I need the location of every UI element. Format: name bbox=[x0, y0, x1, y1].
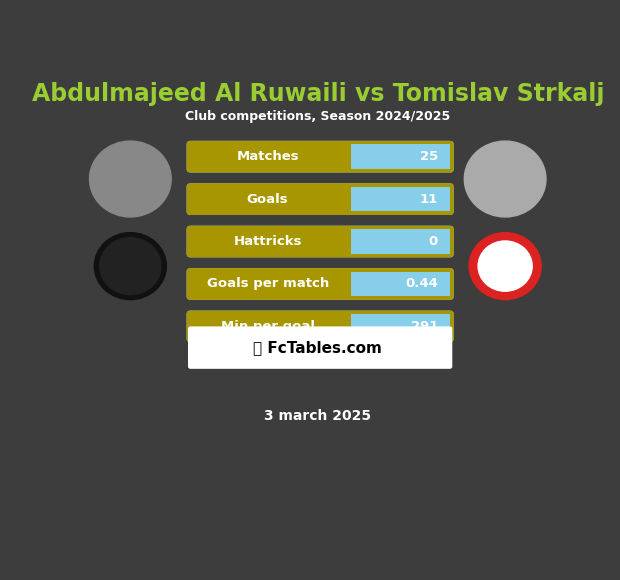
Text: Matches: Matches bbox=[236, 150, 299, 163]
FancyBboxPatch shape bbox=[187, 183, 454, 215]
Text: 11: 11 bbox=[420, 193, 438, 206]
FancyBboxPatch shape bbox=[187, 310, 454, 342]
FancyBboxPatch shape bbox=[187, 183, 454, 215]
FancyBboxPatch shape bbox=[187, 268, 454, 300]
FancyBboxPatch shape bbox=[188, 327, 453, 369]
Text: Goals per match: Goals per match bbox=[206, 277, 329, 291]
Text: Min per goal: Min per goal bbox=[221, 320, 314, 333]
Circle shape bbox=[94, 233, 166, 300]
FancyBboxPatch shape bbox=[187, 226, 454, 258]
Bar bbox=[352, 314, 450, 339]
Bar bbox=[352, 144, 450, 169]
Text: Abdulmajeed Al Ruwaili vs Tomislav Strkalj: Abdulmajeed Al Ruwaili vs Tomislav Strka… bbox=[32, 82, 604, 106]
Text: 25: 25 bbox=[420, 150, 438, 163]
Circle shape bbox=[89, 141, 171, 217]
FancyBboxPatch shape bbox=[187, 141, 454, 172]
FancyBboxPatch shape bbox=[187, 310, 454, 342]
FancyBboxPatch shape bbox=[187, 268, 454, 300]
Bar bbox=[352, 187, 450, 211]
Bar bbox=[352, 271, 450, 296]
Circle shape bbox=[469, 233, 541, 300]
Text: Goals: Goals bbox=[247, 193, 288, 206]
Circle shape bbox=[464, 141, 546, 217]
Bar bbox=[352, 229, 450, 254]
Circle shape bbox=[478, 241, 532, 291]
Text: Club competitions, Season 2024/2025: Club competitions, Season 2024/2025 bbox=[185, 110, 450, 123]
Text: Hattricks: Hattricks bbox=[233, 235, 302, 248]
Text: 3 march 2025: 3 march 2025 bbox=[264, 409, 371, 423]
Text: 0.44: 0.44 bbox=[405, 277, 438, 291]
Text: 📊 FcTables.com: 📊 FcTables.com bbox=[254, 340, 382, 355]
Text: 0: 0 bbox=[428, 235, 438, 248]
FancyBboxPatch shape bbox=[187, 141, 454, 172]
Text: 291: 291 bbox=[410, 320, 438, 333]
Circle shape bbox=[100, 238, 161, 295]
FancyBboxPatch shape bbox=[187, 226, 454, 258]
